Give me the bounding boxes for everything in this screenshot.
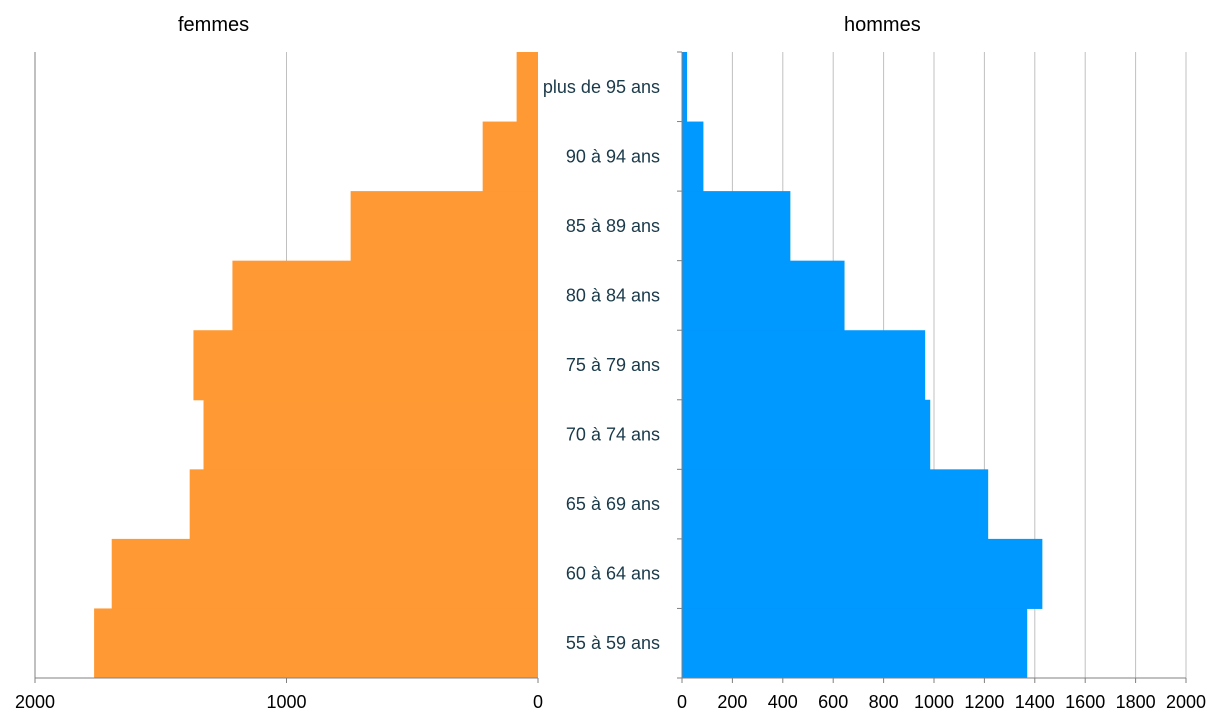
hommes-bar xyxy=(682,538,1043,609)
femmes-bar xyxy=(232,260,539,331)
hommes-tick-label: 1200 xyxy=(964,692,1004,712)
hommes-tick-label: 600 xyxy=(818,692,848,712)
femmes-tick-label: 1000 xyxy=(266,692,306,712)
femmes-tick-label: 2000 xyxy=(15,692,55,712)
hommes-tick-label: 2000 xyxy=(1166,692,1206,712)
hommes-tick-label: 1000 xyxy=(914,692,954,712)
hommes-tick-label: 1600 xyxy=(1065,692,1105,712)
hommes-tick-label: 800 xyxy=(869,692,899,712)
hommes-bar xyxy=(682,191,791,262)
hommes-bar xyxy=(682,121,704,192)
hommes-bar xyxy=(682,399,931,470)
femmes-bar xyxy=(94,608,538,679)
femmes-title: femmes xyxy=(178,14,250,36)
category-label: 80 à 84 ans xyxy=(566,285,660,305)
category-label: plus de 95 ans xyxy=(543,77,660,97)
femmes-bar xyxy=(193,330,538,401)
femmes-bar xyxy=(350,191,538,262)
femmes-bar xyxy=(203,399,538,470)
category-label: 55 à 59 ans xyxy=(566,633,660,653)
category-label: 85 à 89 ans xyxy=(566,216,660,236)
hommes-title: hommes xyxy=(844,14,921,36)
femmes-tick-label: 0 xyxy=(533,692,543,712)
category-label: 70 à 74 ans xyxy=(566,425,660,445)
femmes-bar xyxy=(516,52,538,123)
hommes-tick-label: 1400 xyxy=(1015,692,1055,712)
hommes-bar xyxy=(682,469,989,540)
hommes-tick-label: 400 xyxy=(768,692,798,712)
hommes-bar xyxy=(682,330,926,401)
category-label: 60 à 64 ans xyxy=(566,564,660,584)
hommes-bar xyxy=(682,608,1028,679)
category-label: 75 à 79 ans xyxy=(566,355,660,375)
hommes-bar xyxy=(682,260,845,331)
hommes-bar xyxy=(682,52,688,123)
femmes-bar xyxy=(482,121,538,192)
hommes-tick-label: 1800 xyxy=(1116,692,1156,712)
hommes-tick-label: 200 xyxy=(717,692,747,712)
hommes-tick-label: 0 xyxy=(677,692,687,712)
category-label: 90 à 94 ans xyxy=(566,146,660,166)
femmes-bar xyxy=(189,469,539,540)
category-label: 65 à 69 ans xyxy=(566,494,660,514)
femmes-bar xyxy=(111,538,539,609)
